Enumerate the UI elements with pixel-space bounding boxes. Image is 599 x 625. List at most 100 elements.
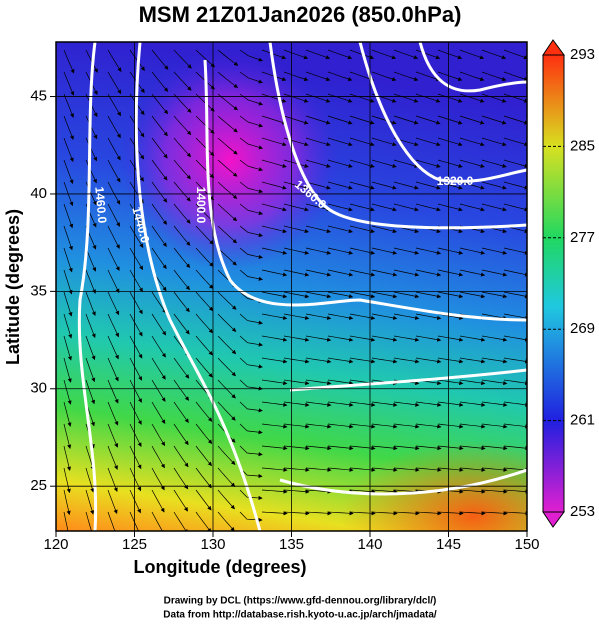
streamline [327,291,354,299]
streamline [63,467,71,494]
streamline [327,71,353,81]
streamline [283,489,310,494]
streamline [327,269,354,277]
streamline [437,203,463,212]
streamline [305,511,332,516]
streamline [107,467,118,492]
streamline [261,313,288,320]
streamline [129,445,142,470]
colorbar-tick-label: 277 [570,229,595,246]
streamline [393,313,420,320]
streamline [459,137,485,147]
streamline [415,269,442,277]
streamline [481,71,507,81]
streamline [63,247,73,273]
streamline [459,203,485,212]
colorbar-top-extend [542,39,565,56]
streamline [63,159,74,185]
streamline [305,247,332,255]
streamline [503,291,527,299]
streamline [261,357,288,364]
streamline [85,269,96,294]
contour-line [134,42,262,531]
streamline [437,137,463,147]
streamline [305,225,331,234]
streamline [459,423,486,429]
streamline [283,269,310,277]
x-tick-label: 135 [279,536,304,553]
streamline [85,357,96,383]
streamline [261,291,288,299]
streamline [415,445,442,451]
streamline [173,203,191,224]
streamline [371,247,398,255]
streamline [107,423,119,448]
streamline [371,225,397,234]
streamline [283,511,310,516]
streamline [63,511,69,531]
streamline [239,49,263,62]
streamline [305,401,332,407]
streamline [261,137,287,147]
streamline [283,401,310,407]
streamline [481,379,508,386]
credit: Data from http://database.rish.kyoto-u.a… [163,610,437,621]
streamline [63,137,74,163]
streamline [459,489,486,494]
streamline [217,511,235,531]
streamline [503,115,527,125]
streamline [283,247,310,255]
contour-line [203,59,527,322]
x-axis-label: Longitude (degrees) [133,557,306,577]
contour-line [77,42,98,531]
streamline [239,269,263,281]
streamline [437,423,464,429]
streamline [239,137,264,150]
streamline [151,71,169,92]
streamline [415,181,441,190]
streamline [129,401,142,425]
streamline [371,115,397,125]
streamline [107,247,120,272]
streamline [503,423,527,429]
streamline [129,467,142,492]
streamline [107,159,121,183]
streamline [173,269,190,291]
streamline [327,313,354,320]
streamline [195,225,214,245]
streamline [239,115,264,128]
streamline [63,225,73,251]
streamline [173,313,190,335]
streamline [173,401,189,423]
streamline [305,115,331,125]
streamline [503,203,527,212]
streamline [371,269,398,277]
streamline [305,159,331,168]
streamline [283,423,310,429]
streamline [415,291,442,299]
streamline [503,159,527,168]
streamline [349,489,376,494]
x-tick-label: 150 [514,536,539,553]
streamline [239,401,263,413]
streamline [151,247,167,270]
streamline [173,423,189,446]
streamline [173,357,190,379]
streamline [129,423,142,448]
streamline [481,335,508,342]
streamline [107,511,116,531]
colorbar-body [542,54,565,513]
streamline [151,401,166,424]
streamline [129,379,142,403]
streamline [327,93,353,103]
streamline [173,511,188,531]
streamline [371,181,397,190]
streamline [437,247,464,255]
streamline [195,203,214,223]
streamline [195,49,216,68]
streamline [437,511,464,516]
streamline [261,445,288,451]
streamline [305,489,332,494]
streamline [415,115,441,125]
streamline [129,269,143,293]
